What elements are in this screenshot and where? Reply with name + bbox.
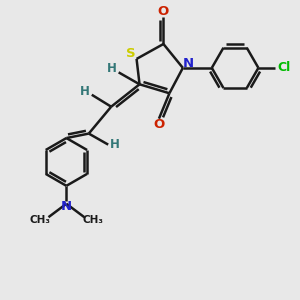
Text: N: N [61, 200, 72, 213]
Text: O: O [158, 5, 169, 18]
Text: S: S [126, 47, 136, 60]
Text: H: H [107, 62, 117, 75]
Text: Cl: Cl [277, 61, 290, 74]
Text: CH₃: CH₃ [29, 214, 50, 225]
Text: N: N [183, 57, 194, 70]
Text: H: H [110, 138, 120, 151]
Text: O: O [153, 118, 165, 130]
Text: H: H [80, 85, 90, 98]
Text: CH₃: CH₃ [83, 214, 104, 225]
